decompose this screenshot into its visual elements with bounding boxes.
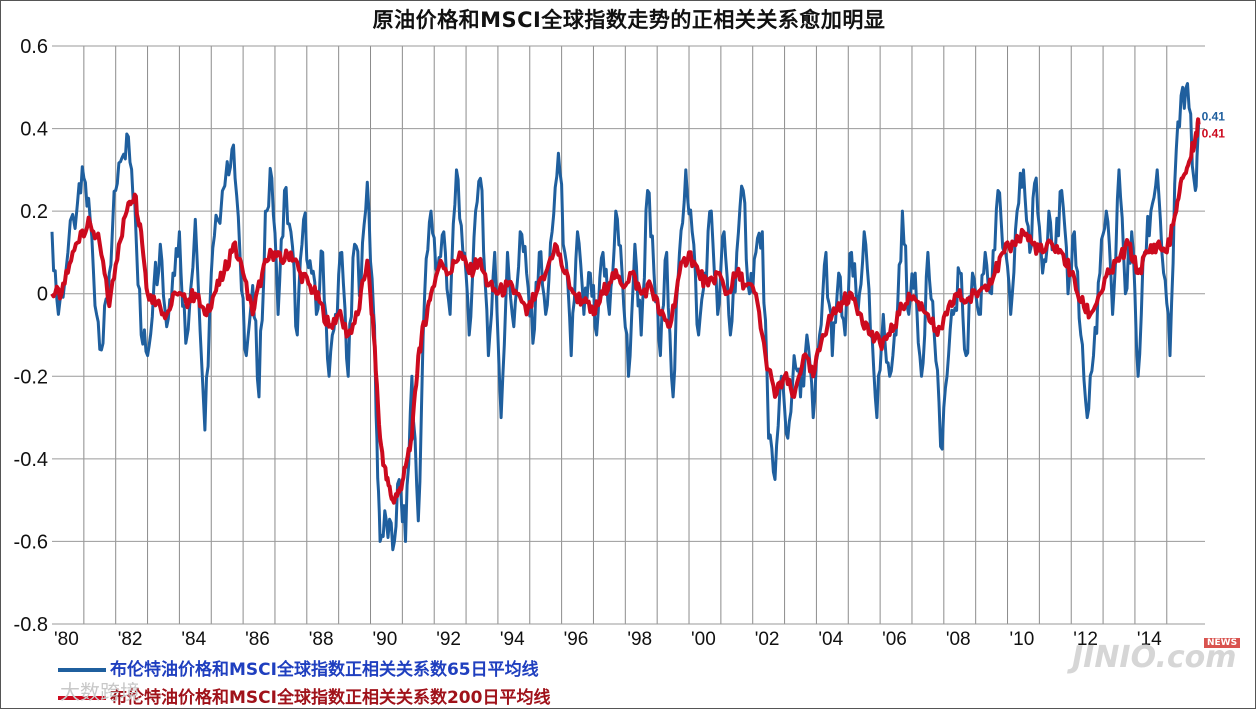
x-tick-label: '92	[436, 629, 461, 650]
x-tick-label: '84	[181, 629, 206, 650]
end-label-65d: 0.41	[1202, 109, 1226, 123]
vertical-gridlines	[83, 46, 1168, 624]
watermark-news-badge: NEWS	[1204, 638, 1241, 648]
x-tick-label: '14	[1137, 629, 1162, 650]
legend-item-65d: 布伦特油价格和MSCI全球指数正相关关系数65日平均线	[58, 655, 539, 680]
x-tick-label: '00	[691, 629, 716, 650]
x-tick-label: '96	[564, 629, 589, 650]
x-tick-label: '10	[1010, 629, 1035, 650]
x-tick-label: '88	[309, 629, 334, 650]
x-tick-label: '98	[627, 629, 652, 650]
y-tick-label: -0.4	[14, 449, 48, 471]
legend-swatch-200d	[58, 696, 106, 700]
x-tick-label: '08	[946, 629, 971, 650]
x-tick-label: '12	[1073, 629, 1098, 650]
y-tick-label: 0.6	[20, 36, 48, 58]
x-tick-label: '82	[118, 629, 143, 650]
horizontal-gridlines	[52, 45, 1205, 625]
legend-label-200d: 布伦特油价格和MSCI全球指数正相关关系数200日平均线	[110, 688, 551, 708]
x-tick-label: '90	[373, 629, 398, 650]
y-tick-label: -0.8	[14, 614, 48, 636]
x-axis-ticks: '80 '82 '84 '86 '88 '90 '92 '94 '96 '98 '00 '02 '04 '…	[54, 629, 1162, 650]
x-tick-label: '06	[882, 629, 907, 650]
legend-swatch-65d	[58, 668, 106, 672]
x-tick-label: '02	[755, 629, 780, 650]
y-axis-ticks: 0.6 0.4 0.2 0 -0.2 -0.4 -0.6 -0.8	[14, 36, 48, 636]
series-65d-line	[50, 82, 1201, 552]
y-tick-label: 0.2	[20, 201, 48, 223]
x-tick-label: '80	[54, 629, 79, 650]
y-tick-label: 0	[37, 284, 48, 306]
watermark-left: 大数跨境	[60, 680, 140, 704]
x-tick-label: '94	[500, 629, 525, 650]
end-label-200d: 0.41	[1202, 126, 1226, 140]
y-tick-label: 0.4	[20, 119, 48, 141]
x-tick-label: '04	[818, 629, 843, 650]
legend-item-200d: 布伦特油价格和MSCI全球指数正相关关系数200日平均线	[58, 683, 550, 708]
legend-label-65d: 布伦特油价格和MSCI全球指数正相关关系数65日平均线	[110, 660, 539, 680]
series-200d-line	[50, 117, 1201, 505]
x-tick-label: '86	[245, 629, 270, 650]
y-tick-label: -0.2	[14, 366, 48, 388]
y-tick-label: -0.6	[14, 531, 48, 553]
chart-title: 原油价格和MSCI全球指数走势的正相关关系愈加明显	[372, 8, 886, 32]
